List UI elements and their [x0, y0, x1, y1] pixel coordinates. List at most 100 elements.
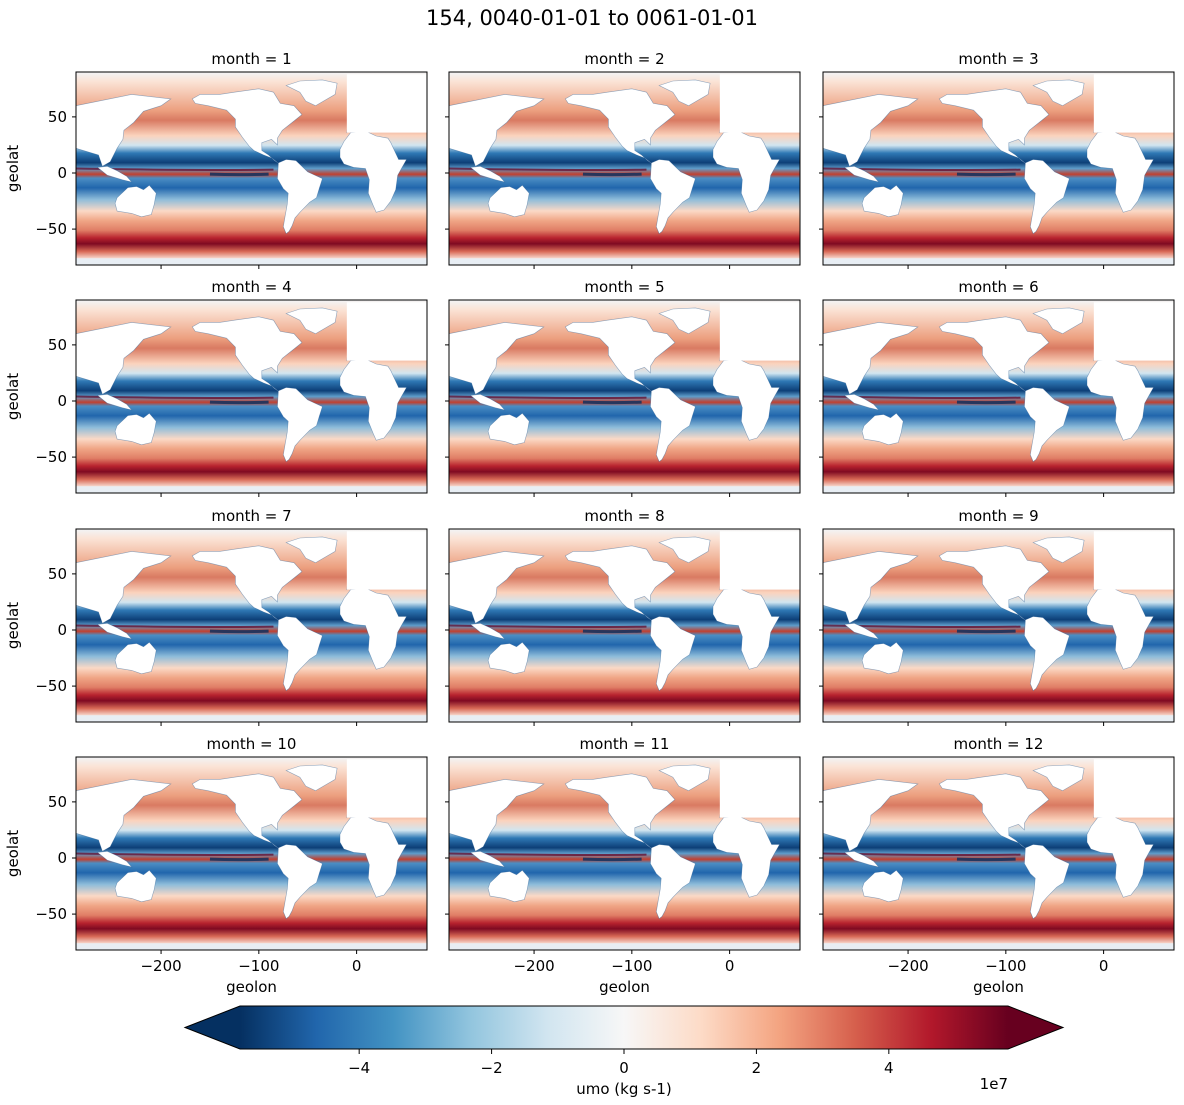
landmass-indonesia [469, 622, 506, 640]
landmass-australia [487, 184, 530, 218]
landmass-south-america [1024, 616, 1070, 692]
landmass-greenland [658, 536, 711, 564]
axes-frame [822, 528, 1175, 723]
landmass-indonesia [469, 393, 506, 411]
x-tick-label: −200 [513, 957, 554, 975]
landmass-south-america [1024, 844, 1070, 920]
colorbar-extend-min [185, 1006, 240, 1049]
map-panel-month-10: month = 10 −50 0 50 −200 −100 0 geolat geolon [4, 735, 428, 996]
landmass-asia-west [449, 779, 545, 852]
axes-frame [75, 756, 428, 951]
landmass-south-america [650, 616, 696, 692]
landmass-indonesia [96, 850, 133, 868]
landmass-greenland [1032, 79, 1085, 107]
landmass-greenland [658, 79, 711, 107]
landmass-asia-west [823, 779, 919, 852]
panel-title: month = 8 [584, 507, 664, 525]
panel-title: month = 12 [954, 735, 1044, 753]
landmass-indonesia [843, 393, 880, 411]
colorbar: −4 −2 0 2 4 umo (kg s-1) 1e7 [183, 1005, 1065, 1098]
axes-frame [75, 71, 428, 266]
landmass-antarctica [449, 486, 800, 493]
landmass-greenland [285, 307, 338, 335]
landmass-africa [1086, 588, 1155, 670]
south-equatorial-current [582, 400, 642, 405]
landmass-africa [712, 131, 781, 213]
landmass-south-america [277, 844, 323, 920]
map-panel-month-7: month = 7 −50 0 50 geolat [4, 507, 428, 726]
landmass-north-america [938, 545, 1050, 622]
y-tick-label: 50 [48, 793, 67, 811]
landmass-africa [339, 816, 408, 898]
landmass-australia [114, 412, 157, 446]
landmass-eurasia-block [719, 74, 800, 133]
landmass-antarctica [76, 943, 427, 950]
landmass-asia-west [823, 94, 919, 167]
x-tick-label: 0 [352, 957, 362, 975]
landmass-greenland [658, 307, 711, 335]
map-panel-month-9: month = 9 [819, 507, 1175, 726]
south-equatorial-current [209, 629, 269, 634]
colorbar-tick-label: −2 [481, 1059, 503, 1077]
landmass-indonesia [96, 393, 133, 411]
landmass-south-america [277, 616, 323, 692]
landmass-eurasia-block [1093, 74, 1174, 133]
y-axis-label: geolat [4, 602, 22, 649]
map-panel-month-6: month = 6 [819, 278, 1175, 497]
landmass-eurasia-block [346, 531, 427, 590]
landmass-indonesia [96, 622, 133, 640]
landmass-eurasia-block [719, 302, 800, 361]
landmass-africa [339, 588, 408, 670]
landmass-africa [712, 816, 781, 898]
landmass-asia-west [823, 551, 919, 624]
landmass-asia-west [76, 779, 172, 852]
panel-title: month = 10 [207, 735, 297, 753]
landmass-antarctica [823, 486, 1174, 493]
map-panel-month-8: month = 8 [445, 507, 801, 726]
y-tick-label: −50 [35, 448, 67, 466]
landmass-antarctica [823, 943, 1174, 950]
landmass-indonesia [96, 165, 133, 183]
south-equatorial-current [582, 629, 642, 634]
colorbar-tick-label: 0 [619, 1059, 629, 1077]
x-tick-label: 0 [1099, 957, 1109, 975]
x-tick-label: −200 [140, 957, 181, 975]
landmass-greenland [285, 79, 338, 107]
landmass-antarctica [76, 486, 427, 493]
landmass-asia-west [76, 94, 172, 167]
landmass-south-america [650, 159, 696, 235]
landmass-indonesia [469, 165, 506, 183]
landmass-antarctica [449, 715, 800, 722]
landmass-asia-west [76, 551, 172, 624]
landmass-antarctica [823, 715, 1174, 722]
axes-frame [822, 71, 1175, 266]
landmass-antarctica [823, 258, 1174, 265]
landmass-south-america [650, 387, 696, 463]
map-panel-month-11: month = 11 −200 −100 0 geolon [445, 735, 801, 996]
landmass-asia-west [449, 322, 545, 395]
panel-title: month = 5 [584, 278, 664, 296]
axes-frame [448, 756, 801, 951]
landmass-australia [861, 184, 904, 218]
y-tick-label: −50 [35, 677, 67, 695]
landmass-africa [1086, 359, 1155, 441]
landmass-north-america [938, 773, 1050, 850]
axes-frame [75, 528, 428, 723]
landmass-eurasia-block [719, 531, 800, 590]
landmass-greenland [658, 764, 711, 792]
landmass-indonesia [843, 622, 880, 640]
landmass-australia [487, 412, 530, 446]
south-equatorial-current [956, 857, 1016, 862]
y-axis-label: geolat [4, 373, 22, 420]
landmass-antarctica [449, 943, 800, 950]
landmass-australia [114, 641, 157, 675]
landmass-africa [1086, 816, 1155, 898]
colorbar-tick-label: −4 [348, 1059, 370, 1077]
colorbar-tick-label: 2 [752, 1059, 762, 1077]
landmass-australia [861, 412, 904, 446]
landmass-africa [339, 131, 408, 213]
axes-frame [822, 756, 1175, 951]
landmass-antarctica [76, 258, 427, 265]
landmass-north-america [191, 545, 303, 622]
colorbar-label: umo (kg s-1) [576, 1080, 672, 1098]
